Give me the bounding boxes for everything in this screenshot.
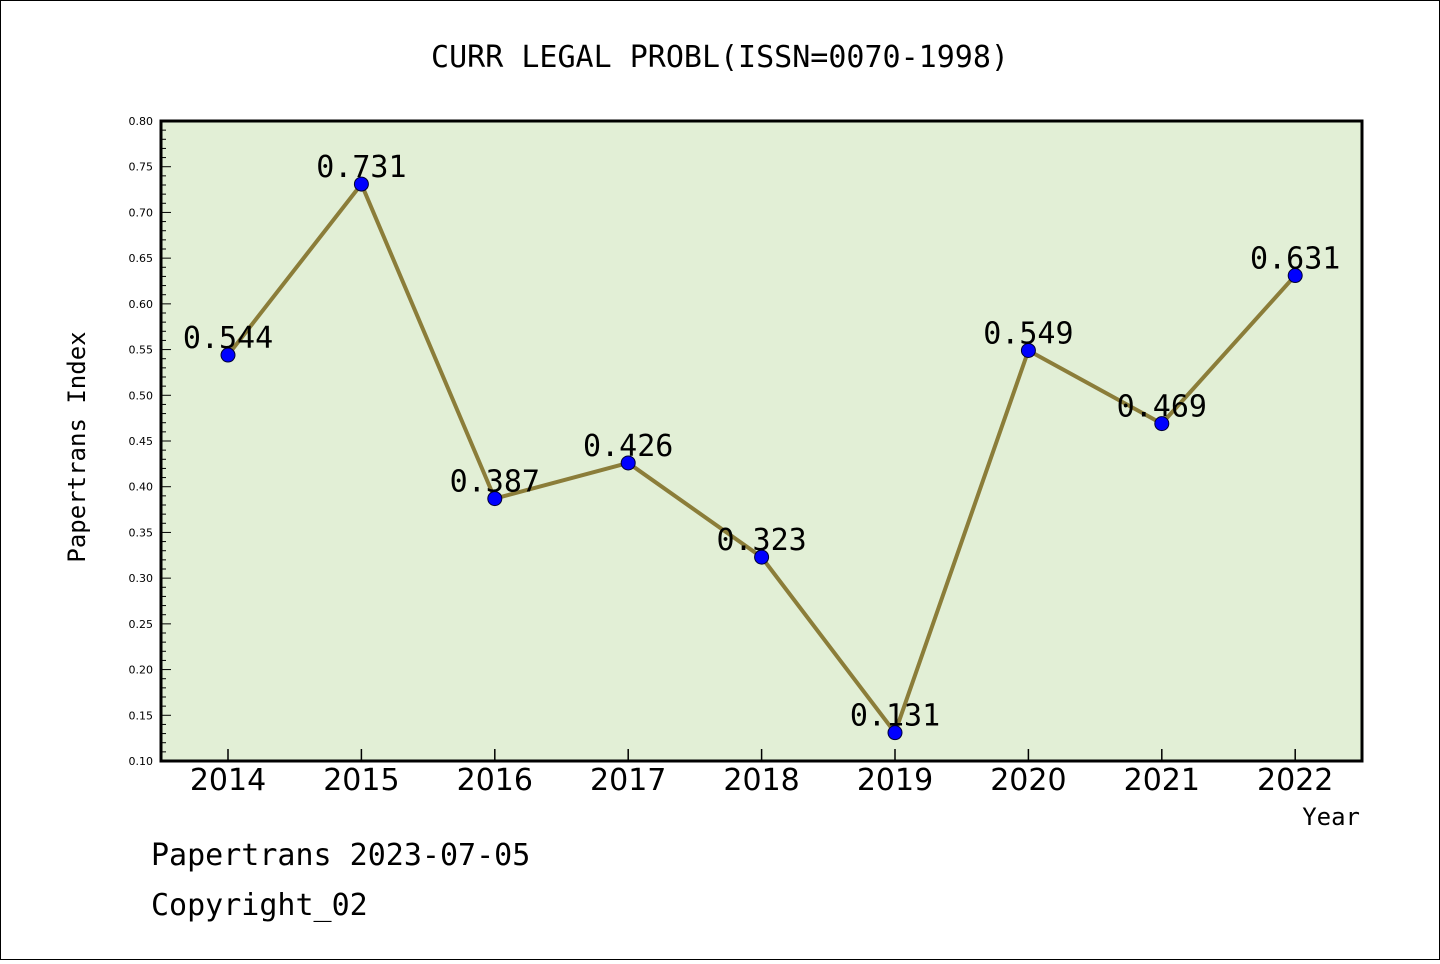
data-label: 0.426 bbox=[583, 429, 673, 464]
data-markers bbox=[220, 176, 1303, 741]
plot-area bbox=[159, 119, 1364, 763]
y-tick-label: 0.50 bbox=[129, 389, 154, 402]
y-tick-label: 0.35 bbox=[129, 526, 154, 539]
x-tick-label: 2018 bbox=[723, 763, 799, 798]
y-tick-label: 0.65 bbox=[129, 252, 154, 265]
x-tick-label: 2019 bbox=[857, 763, 933, 798]
y-tick-label: 0.40 bbox=[129, 481, 154, 494]
y-tick-label: 0.10 bbox=[129, 755, 154, 768]
data-label: 0.549 bbox=[983, 316, 1073, 351]
footer-date: Papertrans 2023-07-05 bbox=[151, 838, 530, 873]
data-label: 0.387 bbox=[450, 465, 540, 500]
x-axis: 2014 2015 2016 2017 2018 2019 2020 2021 2022 bbox=[190, 749, 1333, 798]
y-tick-label: 0.15 bbox=[129, 709, 154, 722]
chart-title: CURR LEGAL PROBL(ISSN=0070-1998) bbox=[431, 40, 1009, 75]
data-point bbox=[353, 176, 369, 192]
y-tick-label: 0.25 bbox=[129, 618, 154, 631]
x-tick-label: 2015 bbox=[323, 763, 399, 798]
x-tick-label: 2020 bbox=[990, 763, 1066, 798]
y-tick-label: 0.30 bbox=[129, 572, 154, 585]
data-point bbox=[1020, 342, 1036, 358]
data-label: 0.469 bbox=[1117, 390, 1207, 425]
y-axis-label: Papertrans Index bbox=[63, 331, 91, 562]
y-tick-label: 0.45 bbox=[129, 435, 154, 448]
data-label: 0.731 bbox=[316, 150, 406, 185]
data-point bbox=[754, 549, 770, 565]
x-tick-label: 2021 bbox=[1124, 763, 1200, 798]
footer-copyright: Copyright_02 bbox=[151, 888, 368, 923]
data-point bbox=[1287, 268, 1303, 284]
data-label: 0.131 bbox=[850, 699, 940, 734]
data-point bbox=[620, 455, 636, 471]
y-tick-label: 0.55 bbox=[129, 344, 154, 357]
y-axis: 0.10 0.15 0.20 0.25 0.30 0.35 0.40 0.45 0.50 0.55… bbox=[129, 115, 171, 768]
y-tick-label: 0.60 bbox=[129, 298, 154, 311]
y-tick-label: 0.20 bbox=[129, 664, 154, 677]
data-point bbox=[487, 491, 503, 507]
x-tick-label: 2016 bbox=[457, 763, 533, 798]
data-label: 0.544 bbox=[183, 321, 273, 356]
x-axis-label: Year bbox=[1302, 803, 1360, 831]
y-tick-label: 0.70 bbox=[129, 206, 154, 219]
x-tick-label: 2017 bbox=[590, 763, 666, 798]
x-tick-label: 2022 bbox=[1257, 763, 1333, 798]
x-tick-label: 2014 bbox=[190, 763, 266, 798]
data-label: 0.323 bbox=[716, 523, 806, 558]
data-point bbox=[220, 347, 236, 363]
y-tick-label: 0.75 bbox=[129, 161, 154, 174]
data-label: 0.631 bbox=[1250, 242, 1340, 277]
y-tick-label: 0.80 bbox=[129, 115, 154, 128]
data-labels: 0.544 0.731 0.387 0.426 0.323 0.131 0.549 0.469… bbox=[183, 150, 1341, 734]
data-point bbox=[1154, 416, 1170, 432]
data-point bbox=[887, 725, 903, 741]
